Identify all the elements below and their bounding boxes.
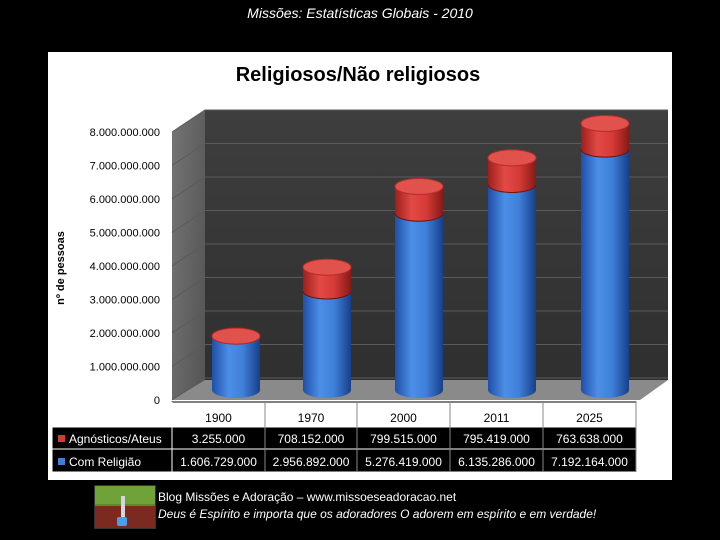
bar-seam [487, 184, 537, 193]
data-label: 708.152.000 [278, 432, 345, 446]
x-category-label: 2011 [484, 411, 510, 425]
legend-com-religiao-swatch [58, 458, 65, 465]
legend-agnosticos-swatch [58, 435, 65, 442]
footer-line-2: Deus é Espírito e importa que os adorado… [158, 507, 597, 521]
slide-title: Missões: Estatísticas Globais - 2010 [247, 5, 473, 21]
bar-agnosticos-1970 [303, 267, 351, 299]
y-tick-label: 8.000.000.000 [90, 127, 160, 139]
y-tick-label: 5.000.000.000 [90, 228, 160, 240]
bar-cap-1970 [302, 258, 352, 276]
gridline [171, 109, 668, 133]
blog-logo-icon [94, 485, 156, 529]
data-label: 7.192.164.000 [551, 455, 628, 469]
bar-seam [394, 213, 444, 222]
y-tick-label: 1.000.000.000 [90, 362, 160, 374]
y-tick-label: 0 [154, 395, 160, 407]
x-category-label: 1900 [205, 411, 232, 425]
bar-com-religiao-1900 [212, 336, 260, 398]
bar-agnosticos-2025 [581, 123, 629, 158]
y-tick-label: 6.000.000.000 [90, 194, 160, 206]
bar-cap-2011 [487, 149, 537, 167]
bar-cap-2000 [394, 177, 444, 195]
gridline [171, 143, 668, 166]
data-label: 3.255.000 [192, 432, 246, 446]
bar-agnosticos-2000 [395, 186, 443, 222]
table-header-row [171, 401, 637, 428]
bar-seam [580, 148, 630, 158]
bar-com-religiao-2011 [488, 184, 536, 398]
data-label: 5.276.419.000 [365, 455, 442, 469]
bar-cap-2025 [580, 114, 630, 132]
legend-com-religiao-label: Com Religião [69, 455, 141, 469]
bar-agnosticos-2011 [488, 157, 536, 193]
data-label: 799.515.000 [370, 432, 437, 446]
legend-agnosticos-label: Agnósticos/Ateus [69, 432, 162, 446]
bar-seam [302, 290, 352, 300]
x-category-label: 2000 [390, 411, 417, 425]
data-label: 1.606.729.000 [180, 455, 257, 469]
data-label: 6.135.286.000 [458, 455, 535, 469]
y-tick-label: 2.000.000.000 [90, 328, 160, 340]
bar-com-religiao-2025 [581, 149, 629, 398]
data-label: 763.638.000 [556, 432, 623, 446]
x-category-label: 1970 [298, 411, 325, 425]
bar-com-religiao-2000 [395, 213, 443, 398]
bar-cap-1900 [211, 327, 261, 345]
data-label: 795.419.000 [463, 432, 530, 446]
chart-title: Religiosos/Não religiosos [236, 64, 481, 86]
data-label: 2.956.892.000 [273, 455, 350, 469]
y-tick-label: 3.000.000.000 [90, 295, 160, 307]
footer: Blog Missões e Adoração – www.missoesead… [158, 489, 596, 523]
y-tick-label: 7.000.000.000 [90, 161, 160, 173]
footer-line-1: Blog Missões e Adoração – www.missoesead… [158, 490, 457, 504]
y-tick-label: 4.000.000.000 [90, 261, 160, 273]
y-axis-label: nº de pessoas [55, 231, 67, 305]
x-category-label: 2025 [576, 411, 603, 425]
bar-com-religiao-1970 [303, 290, 351, 398]
